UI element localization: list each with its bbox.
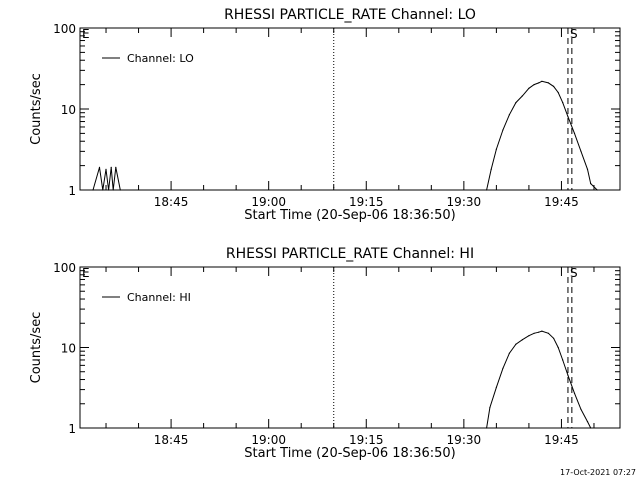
panel-1-marker-label: E — [82, 27, 90, 41]
panel-1-series-line — [92, 80, 598, 191]
panel-2-xtick-label: 19:00 — [251, 433, 286, 447]
panel-2-data-point — [508, 352, 510, 354]
panel-2-data-point — [586, 421, 589, 423]
panel-1-data-point — [547, 82, 550, 84]
panel-1-marker-label: S — [570, 27, 578, 41]
panel-2-data-point — [547, 332, 550, 334]
panel-2-data-point — [528, 335, 530, 337]
panel-2-xtick-label: 19:45 — [544, 433, 579, 447]
panel-1-data-point — [508, 114, 510, 116]
panel-1-data-point — [521, 95, 524, 97]
panel-2-data-point — [557, 346, 559, 349]
panel-1-xtick-label: 18:45 — [154, 195, 189, 209]
panel-1-xlabel: Start Time (20-Sep-06 18:36:50) — [244, 208, 455, 223]
panel-1-xtick-label: 19:30 — [447, 195, 482, 209]
panel-1-data-point — [533, 84, 535, 86]
panel-1-data-point — [573, 132, 576, 134]
panel-1-ytick-label: 1 — [68, 184, 76, 198]
panel-1-data-point — [110, 166, 112, 168]
panel-2-data-point — [567, 374, 569, 376]
panel-2-data-point — [502, 367, 504, 369]
panel-2-data-point — [573, 392, 576, 394]
panel-2-group: RHESSI PARTICLE_RATE Channel: HI 1 10 100 Co… — [29, 246, 621, 461]
panel-1-data-point — [115, 166, 117, 168]
panel-1-data-point — [490, 168, 492, 170]
panel-1-data-point — [567, 116, 569, 118]
panel-2-title: RHESSI PARTICLE_RATE Channel: HI — [226, 246, 474, 262]
panel-1-data-point — [502, 129, 504, 131]
panel-2-xlabel: Start Time (20-Sep-06 18:36:50) — [244, 446, 455, 461]
panel-2-ytick-label: 1 — [68, 422, 76, 436]
panel-2-data-point — [541, 330, 543, 332]
panel-1-data-point — [486, 189, 488, 191]
panel-1-data-point — [580, 150, 582, 152]
panel-1-data-point — [541, 80, 543, 82]
panel-2-marker-label: S — [570, 266, 578, 280]
panel-2-xtick-label: 19:15 — [349, 433, 384, 447]
panel-2-data-point — [489, 406, 491, 409]
panel-1-data-point — [108, 189, 110, 191]
panel-2-data-point — [580, 408, 582, 410]
panel-2-data-point — [515, 343, 517, 345]
panel-1-data-point — [586, 168, 589, 170]
panel-1-title: RHESSI PARTICLE_RATE Channel: LO — [224, 7, 476, 23]
panel-1-xtick-label: 19:15 — [349, 195, 384, 209]
panel-1-data-point — [102, 189, 104, 191]
panel-2-data-point — [495, 386, 497, 388]
panel-1-data-point — [98, 166, 101, 168]
panel-1-ylabel: Counts/sec — [29, 73, 44, 145]
panel-1-data-point — [538, 82, 540, 84]
panel-2-data-point — [590, 427, 592, 429]
panel-2-xtick-label: 18:45 — [154, 433, 189, 447]
panel-2-marker-label: E — [82, 266, 90, 280]
panel-1-data-point — [495, 148, 497, 150]
panel-2-data-point — [538, 331, 540, 333]
panel-2-data-point — [553, 337, 555, 339]
panel-1-data-point — [112, 189, 114, 191]
panel-2-data-point — [562, 359, 564, 361]
panel-2-ytick-label: 100 — [53, 261, 76, 275]
panel-2-data-point — [533, 332, 535, 334]
footer-timestamp: 17-Oct-2021 07:27 — [560, 468, 636, 477]
panel-2-ylabel: Counts/sec — [29, 312, 44, 384]
panel-1-data-point — [119, 189, 121, 191]
panel-2-legend-label: Channel: HI — [127, 291, 191, 304]
panel-1-data-point — [557, 91, 559, 94]
panel-2-ytick-label: 10 — [61, 342, 76, 356]
panel-2-data-point — [521, 339, 524, 341]
panel-1-data-point — [596, 189, 598, 191]
panel-1-group: RHESSI PARTICLE_RATE Channel: LO 1 10 100 Co… — [29, 7, 621, 223]
panel-1-legend-label: Channel: LO — [127, 52, 194, 65]
panel-1-data-point — [553, 85, 555, 87]
panel-1-data-point — [528, 87, 530, 89]
panel-1-ytick-label: 100 — [53, 22, 76, 36]
panel-1-data-point — [562, 102, 564, 104]
panel-2-series-line — [486, 330, 592, 429]
panel-2-data-point — [486, 427, 488, 429]
panel-1-data-point — [92, 189, 94, 191]
panel-1-data-point — [590, 183, 592, 185]
panel-1-data-point — [105, 168, 107, 170]
panel-1-xtick-label: 19:00 — [251, 195, 286, 209]
panel-2-xtick-label: 19:30 — [447, 433, 482, 447]
panel-1-xtick-label: 19:45 — [544, 195, 579, 209]
panel-1-ytick-label: 10 — [61, 103, 76, 117]
panel-1-data-point — [515, 102, 517, 104]
